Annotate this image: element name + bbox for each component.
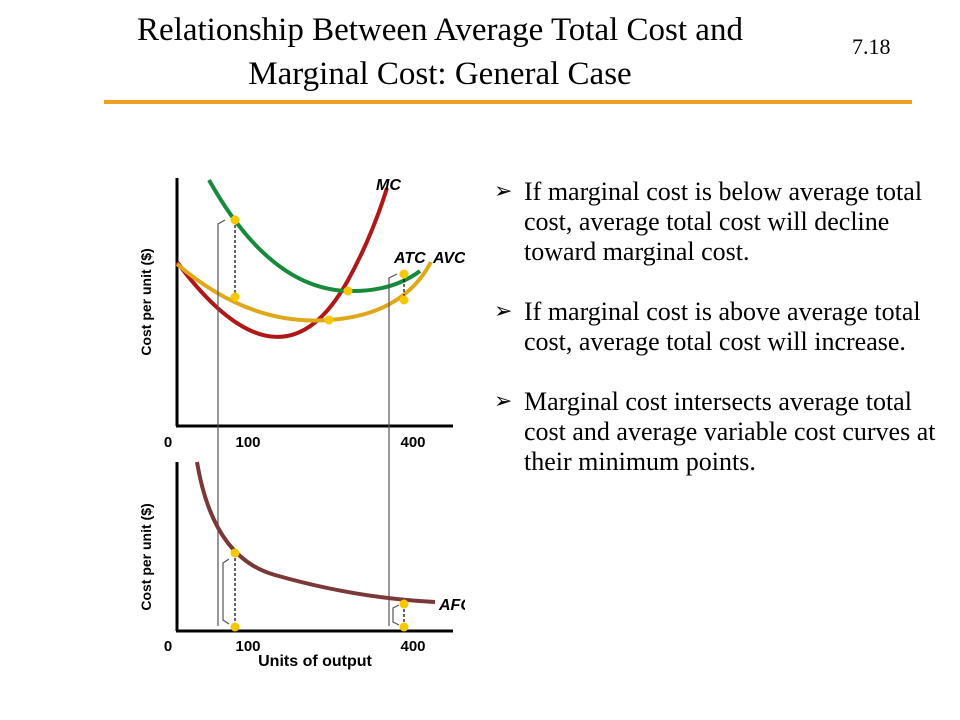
mc-curve — [175, 187, 389, 339]
title-underline — [104, 100, 912, 104]
bullet-item: ➢ If marginal cost is above average tota… — [494, 297, 944, 357]
afc-curve — [195, 461, 436, 604]
bullet-text: If marginal cost is below average total … — [524, 177, 923, 266]
slide-title: Relationship Between Average Total Cost … — [40, 8, 840, 96]
atc-point-400 — [399, 269, 409, 279]
arrow-bullet-icon: ➢ — [494, 299, 513, 324]
bottom-bracket-right — [392, 604, 400, 626]
bottom-origin-label: 0 — [164, 638, 172, 655]
top-bracket-left — [217, 219, 226, 626]
mc-label: MC — [376, 177, 401, 194]
mc-avc-intersection — [324, 315, 334, 325]
top-tick-400: 400 — [400, 434, 425, 451]
title-line-1: Relationship Between Average Total Cost … — [137, 12, 743, 48]
top-bracket-right — [388, 273, 398, 626]
atc-label: ATC — [393, 250, 426, 267]
cost-curves-diagram: Cost per unit ($) 0 100 400 MC ATC AVC C… — [138, 177, 465, 670]
bullet-item: ➢ Marginal cost intersects average total… — [494, 387, 944, 477]
avc-curve — [175, 261, 433, 323]
atc-curve — [207, 179, 422, 294]
bullet-text: Marginal cost intersects average total c… — [524, 387, 936, 476]
avc-label: AVC — [432, 250, 465, 267]
bottom-x-axis-label: Units of output — [258, 653, 372, 670]
avc-point-400 — [399, 295, 409, 305]
top-tick-100: 100 — [235, 434, 260, 451]
afc-point-400 — [399, 599, 409, 609]
atc-point-100 — [230, 215, 240, 225]
mc-atc-intersection — [343, 286, 353, 296]
top-origin-label: 0 — [164, 434, 172, 451]
top-y-axis-label: Cost per unit ($) — [138, 248, 154, 355]
slide-number: 7.18 — [852, 34, 891, 59]
bullet-list: ➢ If marginal cost is below average tota… — [494, 177, 944, 507]
bottom-y-axis-label: Cost per unit ($) — [138, 503, 154, 610]
bottom-tick-100: 100 — [235, 638, 260, 655]
bullet-item: ➢ If marginal cost is below average tota… — [494, 177, 944, 267]
bottom-tick-400: 400 — [400, 638, 425, 655]
afc-base-100 — [230, 622, 240, 632]
avc-point-100 — [230, 292, 240, 302]
title-line-2: Marginal Cost: General Case — [248, 56, 632, 92]
bullet-text: If marginal cost is above average total … — [524, 297, 921, 356]
arrow-bullet-icon: ➢ — [494, 389, 513, 414]
afc-label: AFC — [438, 597, 465, 614]
bottom-bracket-left — [222, 558, 230, 625]
afc-base-400 — [399, 622, 409, 632]
afc-point-100 — [230, 548, 240, 558]
arrow-bullet-icon: ➢ — [494, 179, 513, 204]
